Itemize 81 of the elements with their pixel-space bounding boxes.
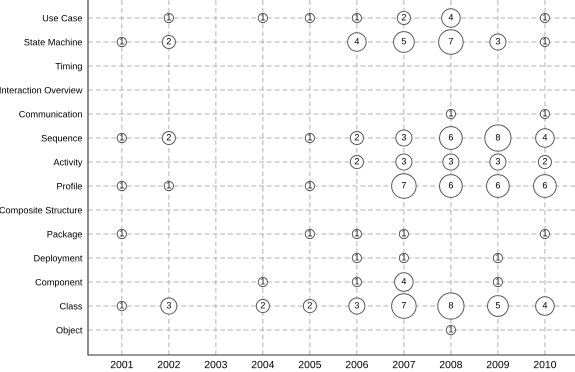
x-tick-label: 2006	[346, 360, 368, 368]
y-tick-label: Timing	[55, 62, 82, 72]
y-tick-label: State Machine	[24, 38, 82, 46]
data-label: 3	[354, 302, 359, 308]
data-label: 1	[120, 230, 124, 236]
x-tick-label: 2008	[440, 360, 462, 368]
data-label: 6	[496, 182, 500, 188]
data-label: 1	[496, 278, 500, 284]
data-label: 3	[402, 134, 406, 140]
data-label: 2	[308, 302, 312, 308]
x-tick-label: 2009	[486, 360, 509, 368]
data-label: 1	[167, 182, 171, 188]
y-tick-label: Activity	[53, 158, 82, 168]
data-label: 4	[402, 278, 406, 284]
y-tick-label: Class	[60, 302, 82, 310]
data-label: 6	[448, 134, 454, 140]
data-label: 1	[449, 326, 453, 332]
x-tick-label: 2003	[204, 360, 227, 368]
y-tick-label: Communication	[19, 110, 82, 118]
data-label: 3	[496, 158, 500, 164]
data-label: 1	[308, 14, 312, 20]
data-label: 1	[120, 134, 124, 140]
data-label: 1	[402, 254, 406, 260]
data-label: 1	[120, 38, 124, 44]
y-tick-label: Profile	[57, 182, 82, 190]
data-label: 2	[354, 134, 359, 140]
data-label: 1	[308, 134, 312, 140]
data-label: 7	[448, 38, 453, 44]
data-label: 8	[496, 134, 500, 140]
y-tick-label: Sequence	[42, 134, 82, 144]
data-label: 1	[308, 182, 312, 188]
x-tick-label: 2007	[392, 360, 415, 368]
data-label: 1	[261, 14, 265, 20]
x-tick-label: 2010	[534, 360, 556, 368]
data-label: 1	[543, 110, 547, 116]
data-label: 6	[542, 182, 548, 188]
y-tick-label: Component	[36, 278, 82, 288]
data-label: 1	[543, 38, 547, 44]
data-label: 4	[542, 302, 548, 308]
data-label: 1	[543, 14, 547, 20]
data-label: 3	[166, 302, 171, 308]
y-tick-label: Use Case	[42, 14, 82, 22]
y-tick-label: Interaction Overview	[0, 86, 82, 94]
data-label: 1	[261, 278, 265, 284]
data-label: 1	[402, 230, 406, 236]
data-label: 1	[449, 110, 453, 116]
data-label: 1	[355, 278, 359, 284]
x-tick-label: 2001	[110, 360, 133, 368]
x-tick-label: 2005	[298, 360, 322, 368]
data-label: 2	[402, 14, 406, 20]
data-label: 2	[166, 38, 171, 44]
data-label: 3	[496, 38, 500, 44]
y-tick-label: Deployment	[34, 254, 82, 264]
y-tick-label: Object	[56, 326, 82, 336]
data-label: 7	[402, 302, 406, 308]
data-label: 1	[120, 182, 124, 188]
data-label: 4	[542, 134, 548, 140]
data-label: 4	[448, 14, 454, 20]
data-label: 2	[260, 302, 265, 308]
data-label: 3	[448, 158, 454, 164]
data-label: 1	[496, 254, 500, 260]
data-label: 4	[354, 38, 360, 44]
data-label: 1	[167, 14, 171, 20]
x-tick-label: 2004	[252, 360, 274, 368]
data-label: 5	[496, 302, 500, 308]
data-label: 2	[166, 134, 171, 140]
data-label: 7	[402, 182, 406, 188]
y-tick-label: Package	[48, 230, 82, 240]
data-label: 3	[402, 158, 406, 164]
x-tick-label: 2002	[158, 360, 180, 368]
data-label: 1	[355, 230, 359, 236]
data-label: 1	[543, 230, 547, 236]
data-label: 1	[355, 254, 359, 260]
data-label: 8	[448, 302, 454, 308]
data-label: 1	[308, 230, 312, 236]
data-label: 1	[355, 14, 359, 20]
data-label: 6	[448, 182, 454, 188]
data-label: 5	[402, 38, 406, 44]
data-label: 1	[120, 302, 124, 308]
data-label: 2	[542, 158, 547, 164]
data-label: 2	[354, 158, 359, 164]
